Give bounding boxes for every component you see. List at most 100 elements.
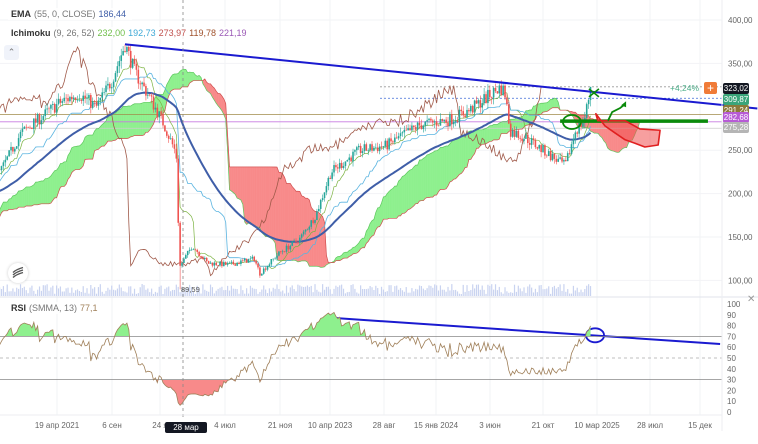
- candle-body: [500, 86, 502, 95]
- cloud-segment: [254, 167, 256, 227]
- volume-bar: [202, 284, 203, 296]
- volume-bar: [354, 289, 355, 296]
- candle-body: [240, 260, 242, 264]
- volume-bar: [520, 288, 521, 296]
- candle-body: [193, 249, 195, 250]
- candle-body: [554, 154, 556, 159]
- candle-body: [575, 132, 577, 138]
- volume-bar: [275, 289, 276, 296]
- close-icon[interactable]: ✕: [747, 294, 755, 305]
- cloud-segment: [87, 135, 89, 159]
- candle-body: [67, 98, 69, 101]
- time-axis-label: 28 авг: [373, 421, 396, 430]
- cloud-segment: [553, 98, 555, 108]
- candle-body: [407, 128, 409, 130]
- plus-icon[interactable]: +: [704, 82, 717, 94]
- cloud-segment: [323, 217, 325, 268]
- change-percent: +4,24%: [670, 83, 699, 93]
- cloud-segment: [454, 138, 456, 179]
- candle-body: [27, 127, 29, 128]
- volume-bar: [223, 290, 224, 296]
- volume-bar: [525, 293, 526, 296]
- candle-body: [189, 250, 191, 251]
- candle-body: [318, 209, 320, 211]
- candle-body: [84, 96, 86, 99]
- volume-bar: [301, 286, 302, 296]
- candle-body: [12, 147, 14, 152]
- candle-body: [542, 145, 544, 152]
- candle-body: [307, 230, 309, 231]
- volume-bar: [170, 291, 171, 296]
- price-axis-label: 400,00: [728, 16, 753, 25]
- candle-body: [79, 100, 81, 101]
- candle-body: [413, 126, 415, 128]
- candle-body: [113, 82, 115, 88]
- candle-body: [208, 261, 210, 264]
- volume-bar: [31, 286, 32, 296]
- volume-bar: [335, 286, 336, 296]
- volume-bar: [313, 292, 314, 296]
- volume-bar: [366, 289, 367, 296]
- candle-body: [350, 158, 352, 162]
- cloud-segment: [125, 106, 127, 138]
- candle-body: [215, 263, 217, 265]
- candle-body: [139, 84, 141, 85]
- cloud-segment: [97, 129, 99, 150]
- volume-bar: [406, 287, 407, 296]
- volume-bar: [28, 293, 29, 296]
- cloud-segment: [494, 125, 496, 140]
- candle-body: [491, 97, 493, 98]
- volume-bar: [105, 291, 106, 296]
- crosshair-date-label: 28 мар 2022: [165, 422, 207, 433]
- cloud-segment: [389, 190, 391, 219]
- candle-body: [295, 241, 297, 242]
- volume-bar: [303, 287, 304, 296]
- candle-body: [261, 274, 263, 276]
- cloud-segment: [49, 176, 51, 204]
- cloud-segment: [123, 106, 125, 138]
- candle-body: [176, 149, 178, 159]
- volume-bar: [341, 285, 342, 296]
- candle-body: [92, 101, 94, 108]
- volume-bar: [244, 294, 245, 296]
- candle-body: [115, 73, 117, 82]
- cloud-segment: [440, 147, 442, 189]
- volume-bar: [138, 293, 139, 296]
- volume-bar: [352, 284, 353, 296]
- candle-body: [274, 259, 276, 260]
- cloud-segment: [148, 102, 150, 132]
- cloud-segment: [458, 138, 460, 177]
- cloud-segment: [252, 167, 254, 225]
- cloud-segment: [412, 167, 414, 208]
- candle-body: [60, 99, 62, 103]
- volume-bar: [12, 288, 13, 296]
- volume-bar: [512, 293, 513, 296]
- volume-bar: [119, 285, 120, 296]
- candle-body: [569, 153, 571, 154]
- candle-body: [455, 121, 457, 122]
- volume-bar: [229, 291, 230, 296]
- candle-body: [31, 128, 33, 129]
- tradingview-logo-icon[interactable]: [8, 263, 28, 283]
- candle-body: [10, 147, 12, 150]
- collapse-legend-button[interactable]: ⌃: [4, 45, 19, 60]
- ema-legend[interactable]: EMA(55, 0, CLOSE)186,44: [8, 8, 132, 20]
- grid: [0, 0, 722, 415]
- up-arrow: [608, 104, 625, 120]
- volume-bar: [86, 288, 87, 296]
- volume-bar: [333, 289, 334, 296]
- volume-bar: [64, 291, 65, 296]
- volume-bar: [52, 286, 53, 296]
- candle-body: [385, 141, 387, 147]
- cloud-segment: [387, 191, 389, 219]
- volume-bar: [318, 292, 319, 296]
- rsi-legend[interactable]: RSI(SMMA, 13)77,1: [8, 302, 104, 314]
- volume-bar: [22, 288, 23, 296]
- volume-bar: [50, 287, 51, 296]
- candle-body: [394, 138, 396, 143]
